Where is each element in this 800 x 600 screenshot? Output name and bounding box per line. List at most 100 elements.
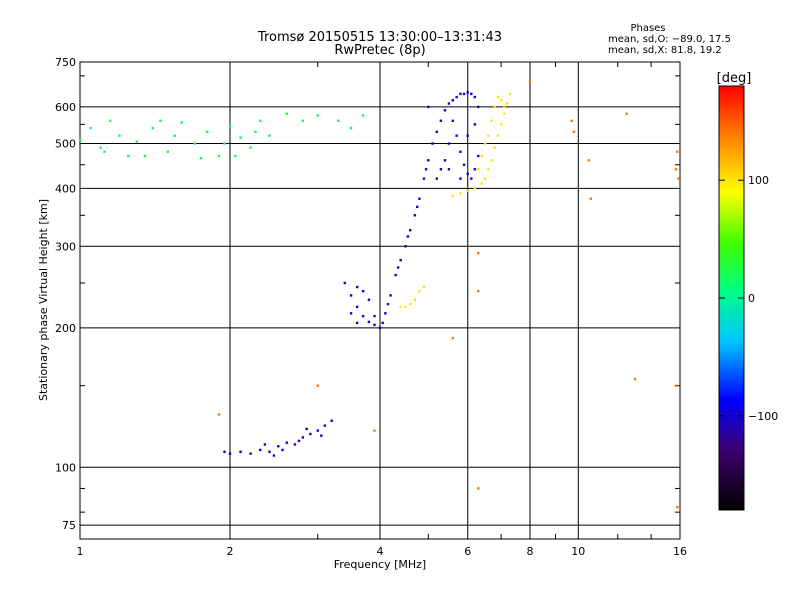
data-point [301,119,305,122]
data-point [223,450,226,453]
data-point [447,102,451,105]
series-o-mode-f-region-trace [343,91,480,330]
phases-title: Phases [630,23,665,34]
data-point [451,119,455,122]
data-point [381,321,384,325]
data-point [373,429,376,432]
data-point [480,182,483,185]
data-point [268,134,271,137]
data-point [406,235,410,238]
data-point [415,205,419,209]
data-point [466,91,469,94]
data-point [367,320,371,324]
data-point [109,119,112,122]
data-point [343,281,347,285]
data-point [277,445,280,448]
data-point [499,123,503,126]
data-point [330,419,333,422]
data-point [316,114,319,117]
data-point [572,130,576,134]
data-point [470,92,473,96]
data-point [259,119,262,122]
data-point [413,214,417,217]
chart-title: Tromsø 20150515 13:30:00–13:31:43 [257,30,502,45]
data-point [633,377,637,381]
data-point [323,424,327,427]
data-point [143,154,147,158]
data-point [367,298,371,301]
data-point [528,80,532,83]
data-point [180,121,183,124]
data-point [427,105,430,109]
colorbar-tick-label: 100 [748,174,769,187]
data-point [480,154,483,158]
x-axis: 1 2 4 6 8 10 16 [77,62,687,558]
x-axis-label: Frequency [MHz] [334,558,426,571]
data-point [459,192,462,195]
x-tick-label: 2 [227,545,234,558]
data-point [361,289,365,293]
data-point [451,336,455,340]
data-point [487,134,490,137]
data-point [316,384,319,387]
data-point [272,454,276,457]
data-point [459,177,462,180]
y-tick-label: 200 [55,322,76,335]
series-sparse-high-frequency-points [217,80,680,509]
data-point [249,452,252,455]
data-point [285,112,288,115]
data-point [361,314,365,318]
data-point [281,448,284,452]
data-point [477,168,480,171]
x-tick-label: 6 [464,545,471,558]
data-point [487,168,490,171]
data-point [451,194,455,198]
data-point [674,168,678,171]
data-point [103,150,106,153]
data-point [493,146,497,149]
data-point [378,326,382,330]
data-point [505,102,509,105]
chart-subtitle: RwPretec (8p) [334,43,425,58]
data-point [473,187,477,190]
data-point [205,130,209,134]
data-point [389,294,392,297]
data-point [396,266,400,269]
y-tick-label: 300 [55,240,76,253]
data-point [404,305,407,309]
data-point [159,119,162,122]
data-point [217,154,221,158]
y-tick-label: 400 [55,182,76,195]
data-point [676,505,679,509]
grid [80,62,680,539]
data-point [223,142,226,145]
data-point [466,134,469,137]
x-tick-label: 10 [571,545,585,558]
data-point [413,298,417,301]
data-point [508,92,512,96]
data-point [496,134,500,137]
data-point [496,95,500,99]
data-point [502,112,506,115]
data-point [228,452,232,455]
x-tick-label: 1 [77,545,84,558]
data-point [355,321,359,325]
data-point [228,125,232,128]
data-point [466,172,469,176]
x-tick-label: 4 [377,545,384,558]
data-point [459,92,462,96]
data-point [349,294,353,297]
data-point [301,436,305,439]
data-point [455,134,458,137]
data-point [259,448,262,452]
data-point [399,305,402,309]
data-point [193,142,197,145]
data-point [439,168,443,171]
y-tick-label: 750 [55,56,76,69]
data-point [285,441,288,444]
data-point [431,142,434,145]
data-point [254,130,257,134]
data-point [427,159,430,162]
data-point [361,114,365,117]
